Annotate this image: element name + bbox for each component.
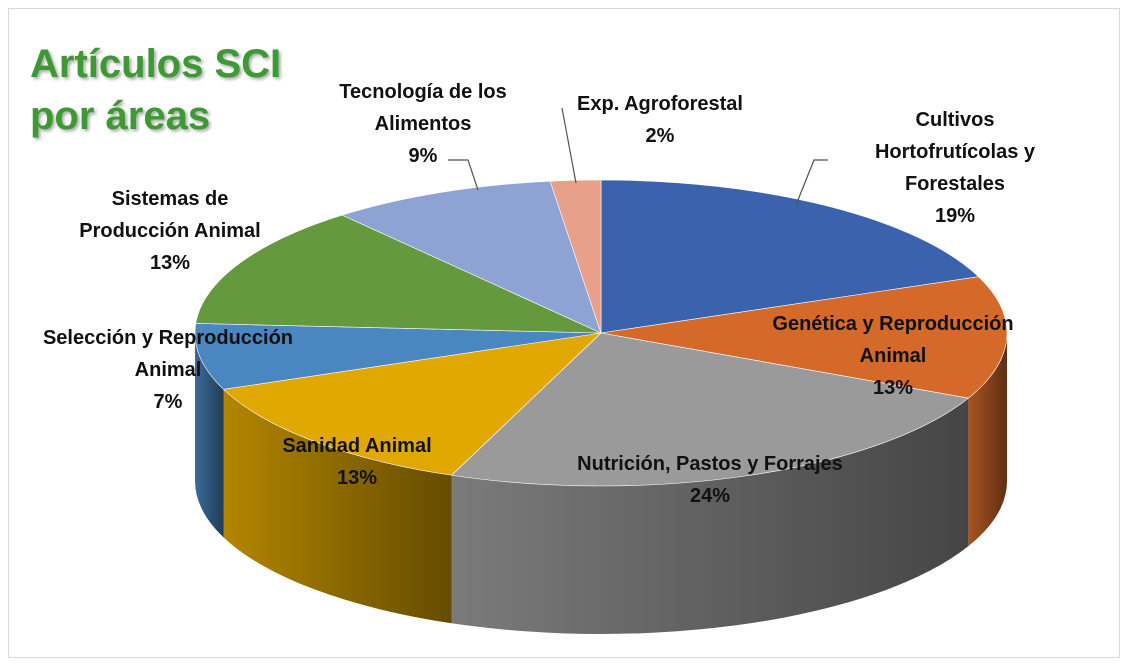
value-label: 24% <box>689 485 731 507</box>
leader-line <box>448 159 479 191</box>
category-label: Tecnología de los Alimentos <box>339 81 507 135</box>
category-label: Genética y Reproducción Animal <box>772 313 1014 367</box>
data-label: Sanidad Animal 13% <box>257 430 457 494</box>
category-label: Sanidad Animal <box>282 435 432 457</box>
chart-title: Artículos SCI por áreas <box>30 42 282 138</box>
leader-lines <box>448 107 828 206</box>
pie-tops <box>194 179 1008 487</box>
slice-side <box>195 333 224 538</box>
value-label: 19% <box>934 205 976 227</box>
value-label: 9% <box>408 145 438 167</box>
slice <box>194 323 602 390</box>
slice <box>600 179 980 334</box>
data-label: Genética y Reproducción Animal 13% <box>758 308 1028 404</box>
value-label: 13% <box>149 252 191 274</box>
leader-line <box>561 107 577 184</box>
data-label: Cultivos Hortofrutícolas y Forestales 19% <box>855 104 1055 232</box>
slice <box>222 332 602 476</box>
value-label: 2% <box>645 125 675 147</box>
slice-side <box>968 333 1007 547</box>
category-label: Nutrición, Pastos y Forrajes <box>577 453 843 475</box>
slice <box>341 180 602 334</box>
category-label: Cultivos Hortofrutícolas y Forestales <box>874 109 1036 195</box>
category-label: Sistemas de Producción Animal <box>79 188 261 242</box>
leader-line <box>795 159 828 206</box>
data-label: Exp. Agroforestal 2% <box>550 88 770 152</box>
value-label: 13% <box>336 467 378 489</box>
slice <box>450 332 970 487</box>
value-label: 7% <box>153 391 183 413</box>
category-label: Exp. Agroforestal <box>577 93 743 115</box>
data-label: Selección y Reproducción Animal 7% <box>18 322 318 418</box>
data-label: Tecnología de los Alimentos 9% <box>323 76 523 172</box>
category-label: Selección y Reproducción Animal <box>42 327 294 381</box>
chart-frame <box>8 8 1120 658</box>
data-label: Nutrición, Pastos y Forrajes 24% <box>540 448 880 512</box>
value-label: 13% <box>872 377 914 399</box>
slice <box>600 276 1008 399</box>
data-label: Sistemas de Producción Animal 13% <box>55 183 285 279</box>
slice <box>195 214 602 334</box>
slice-side <box>223 389 452 624</box>
